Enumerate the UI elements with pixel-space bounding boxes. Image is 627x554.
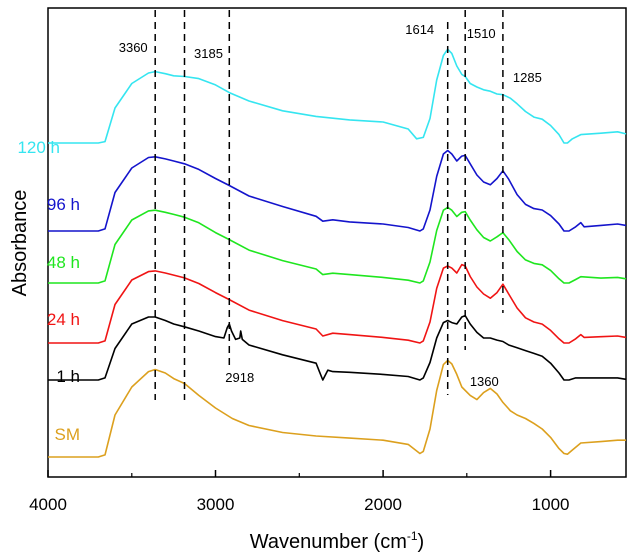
reference-lines: 3360 3185 2918 1614 1510 1285 1360 <box>119 10 542 400</box>
plot-area <box>47 7 627 478</box>
x-axis: 4000 3000 2000 1000 <box>29 470 570 514</box>
reference-label-3185: 3185 <box>194 46 223 61</box>
series-line-sm <box>48 359 626 458</box>
series-line-1-h <box>48 314 627 381</box>
series-line-48-h <box>48 206 627 284</box>
series-line-120-h <box>48 48 627 144</box>
series-labels: 120 h 96 h 48 h 24 h 1 h SM <box>17 138 80 444</box>
reference-label-1510: 1510 <box>467 26 496 41</box>
x-tick-label-1000: 1000 <box>532 495 570 514</box>
reference-label-1614: 1614 <box>405 22 434 37</box>
x-tick-label-2000: 2000 <box>364 495 402 514</box>
series-line-96-h <box>48 149 627 232</box>
series-label-96-h: 96 h <box>47 195 80 214</box>
series-group <box>48 48 627 458</box>
series-label-24-h: 24 h <box>47 310 80 329</box>
reference-label-1285: 1285 <box>513 70 542 85</box>
y-axis-title: Absorbance <box>9 190 31 297</box>
series-label-sm: SM <box>55 425 81 444</box>
annotation-1360: 1360 <box>470 374 499 389</box>
x-axis-title: Wavenumber (cm-1) <box>250 529 424 553</box>
series-label-1-h: 1 h <box>56 367 80 386</box>
reference-label-3360: 3360 <box>119 40 148 55</box>
series-label-48-h: 48 h <box>47 253 80 272</box>
series-label-120-h: 120 h <box>17 138 60 157</box>
x-tick-label-4000: 4000 <box>29 495 67 514</box>
x-tick-label-3000: 3000 <box>197 495 235 514</box>
reference-label-2918: 2918 <box>225 370 254 385</box>
series-line-24-h <box>48 263 627 344</box>
